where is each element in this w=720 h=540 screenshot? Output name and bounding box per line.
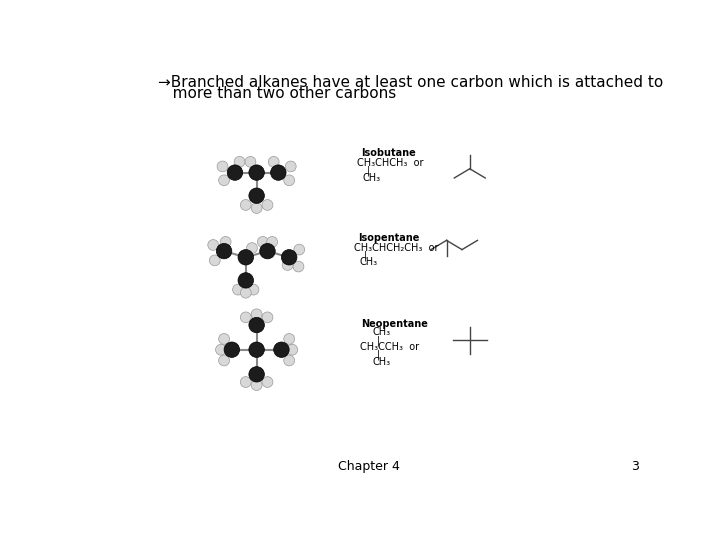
- Circle shape: [251, 202, 262, 213]
- Circle shape: [274, 342, 289, 357]
- Text: |: |: [364, 251, 366, 261]
- Text: 3: 3: [631, 460, 639, 473]
- Circle shape: [219, 334, 230, 345]
- Text: |: |: [366, 166, 370, 176]
- Circle shape: [219, 175, 230, 186]
- Text: |: |: [377, 350, 380, 360]
- Circle shape: [258, 237, 269, 247]
- Circle shape: [251, 380, 262, 390]
- Circle shape: [249, 342, 264, 357]
- Circle shape: [262, 312, 273, 323]
- Circle shape: [215, 345, 226, 355]
- Text: CH₃CCH₃  or: CH₃CCH₃ or: [361, 342, 420, 352]
- Circle shape: [246, 242, 258, 253]
- Circle shape: [269, 157, 279, 167]
- Circle shape: [251, 309, 262, 320]
- Circle shape: [240, 200, 251, 210]
- Circle shape: [240, 287, 251, 298]
- Text: CH₃CHCH₂CH₃  or: CH₃CHCH₂CH₃ or: [354, 242, 438, 253]
- Text: CH₃: CH₃: [372, 356, 390, 367]
- Circle shape: [249, 318, 264, 333]
- Circle shape: [271, 165, 286, 180]
- Circle shape: [248, 284, 259, 295]
- Text: more than two other carbons: more than two other carbons: [158, 85, 397, 100]
- Circle shape: [228, 165, 243, 180]
- Circle shape: [284, 355, 294, 366]
- Text: Neopentane: Neopentane: [361, 319, 428, 329]
- Circle shape: [287, 345, 297, 355]
- Text: CH₃: CH₃: [372, 327, 390, 338]
- Text: CH₃CHCH₃  or: CH₃CHCH₃ or: [357, 158, 424, 168]
- Circle shape: [284, 334, 294, 345]
- Circle shape: [217, 161, 228, 172]
- Circle shape: [208, 240, 219, 251]
- Circle shape: [245, 157, 256, 167]
- Circle shape: [293, 261, 304, 272]
- Circle shape: [233, 284, 243, 295]
- Circle shape: [240, 312, 251, 323]
- Circle shape: [249, 165, 264, 180]
- Text: CH₃: CH₃: [363, 173, 381, 183]
- Circle shape: [210, 255, 220, 266]
- Circle shape: [249, 367, 264, 382]
- Circle shape: [262, 377, 273, 387]
- Text: Isopentane: Isopentane: [358, 233, 420, 242]
- Circle shape: [284, 175, 294, 186]
- Circle shape: [240, 377, 251, 387]
- Circle shape: [224, 342, 240, 357]
- Circle shape: [238, 249, 253, 265]
- Text: CH₃: CH₃: [360, 257, 378, 267]
- Circle shape: [238, 273, 253, 288]
- Text: Chapter 4: Chapter 4: [338, 460, 400, 473]
- Text: |: |: [377, 335, 380, 346]
- Circle shape: [249, 188, 264, 204]
- Circle shape: [216, 244, 232, 259]
- Circle shape: [234, 157, 245, 167]
- Circle shape: [282, 249, 297, 265]
- Text: Isobutane: Isobutane: [361, 148, 416, 158]
- Circle shape: [220, 237, 231, 247]
- Circle shape: [294, 244, 305, 255]
- Circle shape: [219, 355, 230, 366]
- Text: →Branched alkanes have at least one carbon which is attached to: →Branched alkanes have at least one carb…: [158, 75, 663, 90]
- Circle shape: [285, 161, 296, 172]
- Circle shape: [266, 237, 277, 247]
- Circle shape: [282, 260, 293, 271]
- Circle shape: [262, 200, 273, 210]
- Circle shape: [260, 244, 275, 259]
